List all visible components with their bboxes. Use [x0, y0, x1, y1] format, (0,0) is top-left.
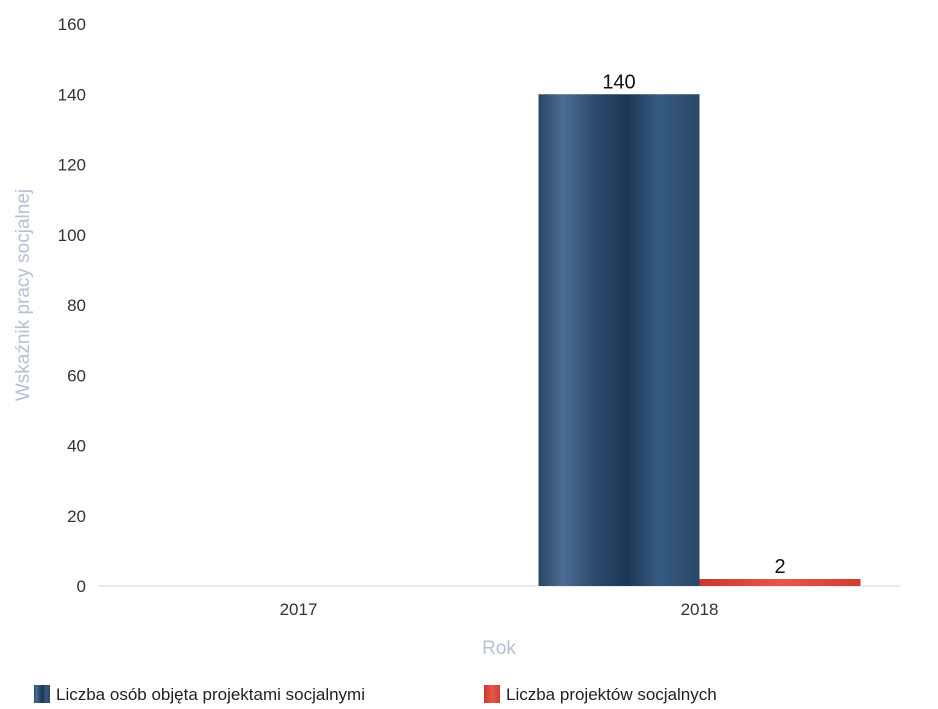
- bars: [538, 94, 861, 586]
- bar-2018-series-1: [538, 94, 700, 586]
- data-label: 2: [774, 556, 785, 578]
- bar-2018-series-2: [699, 578, 861, 586]
- y-tick-label: 140: [58, 85, 86, 104]
- y-tick-label: 100: [58, 226, 86, 245]
- y-axis-title: Wskaźnik pracy socjalnej: [13, 189, 34, 401]
- y-tick-label: 20: [67, 507, 86, 526]
- y-axis-ticks: 0 20 40 60 80 100 120 140 160: [58, 15, 86, 596]
- y-tick-label: 80: [67, 296, 86, 315]
- x-tick-label: 2017: [280, 600, 318, 619]
- legend-label-series-1: Liczba osób objęta projektami socjalnymi: [56, 685, 365, 704]
- y-tick-label: 40: [67, 437, 86, 456]
- x-tick-label: 2018: [681, 600, 719, 619]
- y-tick-label: 120: [58, 156, 86, 175]
- x-axis-title: Rok: [482, 638, 516, 659]
- legend: Liczba osób objęta projektami socjalnymi…: [34, 685, 717, 704]
- legend-swatch-series-1: [34, 685, 50, 703]
- data-label: 140: [602, 71, 635, 93]
- x-axis-ticks: 2017 2018: [280, 600, 719, 619]
- y-tick-label: 160: [58, 15, 86, 34]
- data-labels: 140 2: [602, 71, 785, 578]
- legend-label-series-2: Liczba projektów socjalnych: [506, 685, 717, 704]
- y-tick-label: 0: [77, 577, 86, 596]
- y-tick-label: 60: [67, 366, 86, 385]
- legend-swatch-series-2: [484, 685, 500, 703]
